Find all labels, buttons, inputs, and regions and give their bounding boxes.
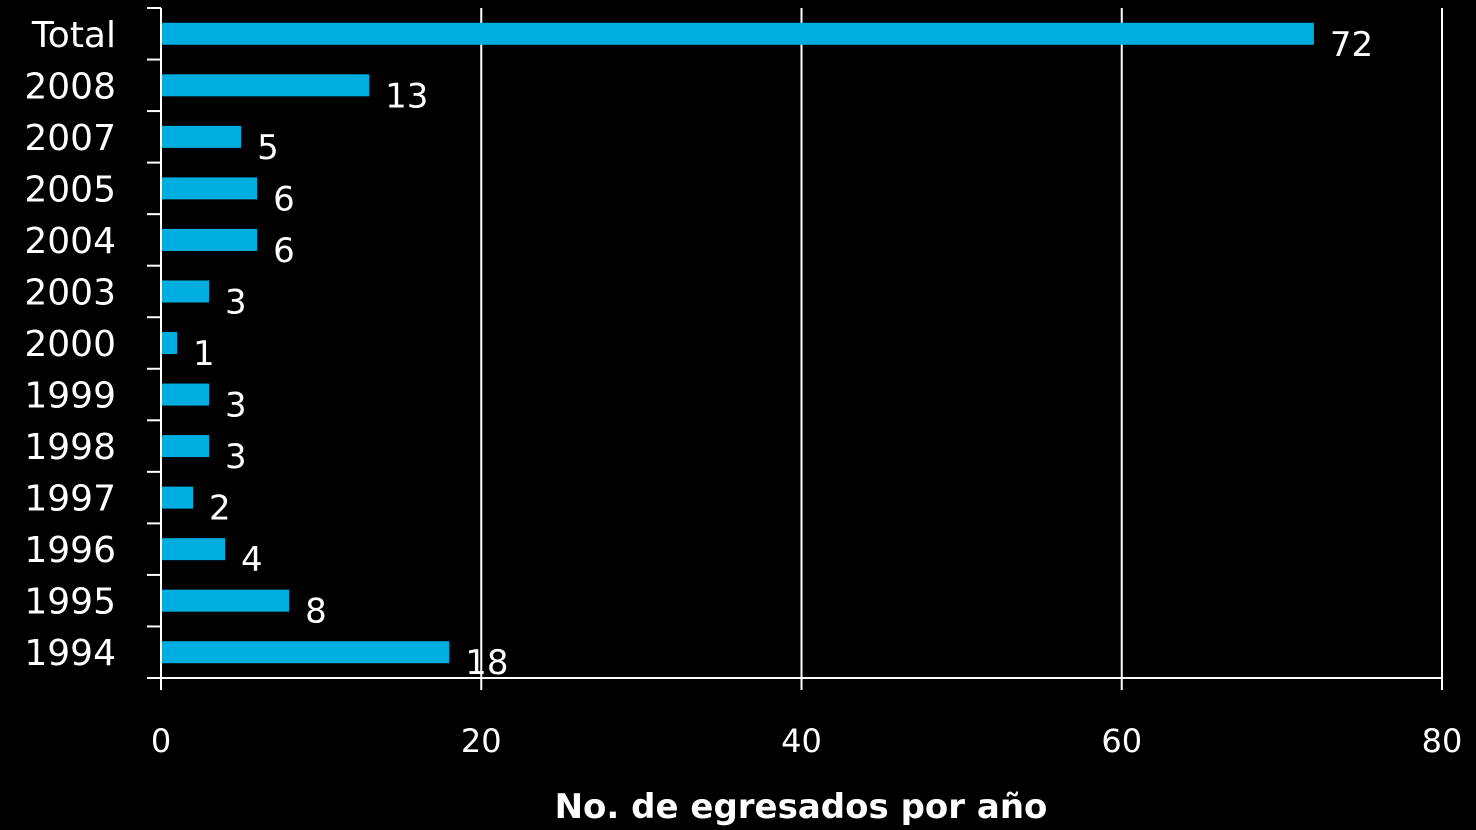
data-label: 1 [193, 334, 215, 374]
data-label: 8 [305, 592, 327, 632]
y-category-label: 1995 [24, 582, 116, 623]
label-layer: 0 20 40 60 8072Total132008520076200562004320… [24, 15, 1462, 760]
data-label: 72 [1330, 25, 1373, 65]
data-label: 6 [273, 231, 295, 271]
data-label: 18 [465, 643, 508, 683]
y-category-label: 1996 [24, 530, 116, 571]
y-category-label: 1997 [24, 479, 116, 520]
axis-layer [147, 7, 1443, 690]
data-label: 6 [273, 179, 295, 219]
y-category-label: 2005 [24, 169, 116, 210]
x-tick-label: 0 [151, 722, 171, 760]
bar [162, 435, 210, 458]
bar [162, 486, 194, 509]
bar [162, 641, 450, 664]
y-category-label: 2004 [24, 221, 116, 262]
y-category-label: 2008 [24, 66, 116, 107]
data-label: 4 [241, 540, 263, 580]
x-tick-label: 40 [781, 722, 822, 760]
data-label: 3 [225, 386, 247, 426]
y-category-label: 1998 [24, 427, 116, 468]
data-label: 2 [209, 489, 231, 529]
bar [162, 280, 210, 303]
bar [162, 538, 226, 561]
bar [162, 22, 1314, 45]
data-label: 3 [225, 282, 247, 322]
bar [162, 177, 258, 200]
y-category-label: 2007 [24, 118, 116, 159]
x-tick-label: 60 [1101, 722, 1142, 760]
bar [162, 589, 290, 612]
bar [162, 125, 242, 148]
y-category-label: 1994 [24, 633, 116, 674]
x-tick-label: 20 [461, 722, 502, 760]
data-label: 3 [225, 437, 247, 477]
bar-layer [162, 22, 1314, 664]
data-label: 5 [257, 128, 279, 168]
bar [162, 332, 178, 354]
x-tick-label: 80 [1422, 722, 1463, 760]
bar [162, 74, 370, 97]
bar [162, 228, 258, 251]
y-category-label: Total [31, 15, 116, 56]
y-category-label: 2000 [24, 324, 116, 365]
y-category-label: 1999 [24, 376, 116, 417]
bar [162, 383, 210, 406]
y-category-label: 2003 [24, 272, 116, 313]
data-label: 13 [385, 76, 428, 116]
x-axis-title: No. de egresados por año [555, 787, 1048, 827]
grid-layer [480, 8, 1443, 678]
